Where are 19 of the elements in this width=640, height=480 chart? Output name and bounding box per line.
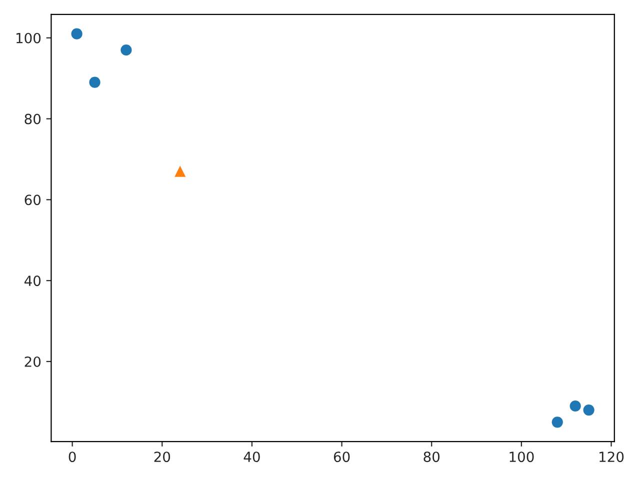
point bbox=[570, 400, 581, 412]
point bbox=[71, 28, 82, 40]
y-tick-label: 80 bbox=[24, 114, 41, 124]
y-tick-label: 100 bbox=[16, 32, 41, 44]
x-tick-label: 100 bbox=[510, 452, 534, 462]
x-tick-label: 40 bbox=[244, 452, 260, 462]
y-tick-label: 20 bbox=[24, 356, 41, 367]
point bbox=[174, 166, 186, 177]
y-tick-label: 40 bbox=[24, 276, 41, 286]
x-tick-label: 0 bbox=[68, 452, 76, 462]
point bbox=[552, 416, 563, 428]
point bbox=[120, 44, 132, 56]
x-tick-label: 120 bbox=[600, 452, 624, 462]
x-tick-label: 60 bbox=[334, 452, 350, 462]
x-tick-label: 80 bbox=[424, 452, 440, 462]
point bbox=[583, 404, 594, 416]
y-tick-label: 60 bbox=[24, 194, 41, 206]
point bbox=[89, 76, 100, 88]
x-tick-label: 20 bbox=[154, 452, 170, 462]
